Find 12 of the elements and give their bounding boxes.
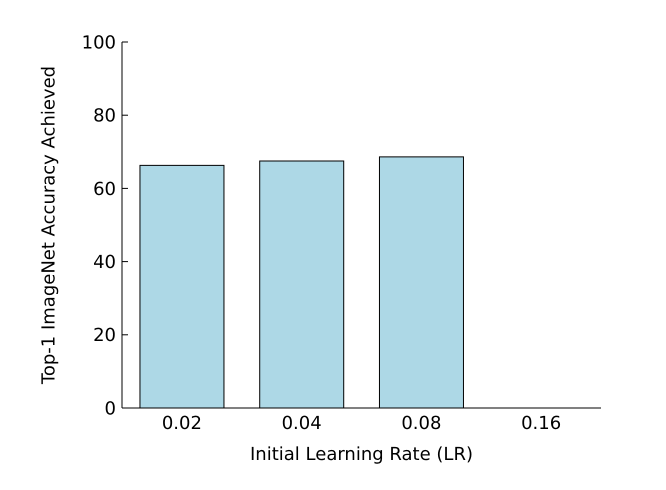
y-tick-label: 80 <box>93 106 116 127</box>
y-tick-label: 60 <box>93 178 116 200</box>
y-tick-label: 20 <box>93 325 116 346</box>
y-tick-label: 100 <box>82 32 116 54</box>
y-tick-label: 0 <box>104 398 116 420</box>
x-axis-title: Initial Learning Rate (LR) <box>250 444 473 465</box>
x-tick-label: 0.04 <box>282 412 322 434</box>
x-tick-label: 0.02 <box>162 412 202 434</box>
x-tick-label: 0.08 <box>401 412 442 434</box>
y-axis-title: Top-1 ImageNet Accuracy Achieved <box>38 66 60 386</box>
x-tick-label: 0.16 <box>521 412 562 434</box>
y-tick-label: 40 <box>93 252 116 273</box>
